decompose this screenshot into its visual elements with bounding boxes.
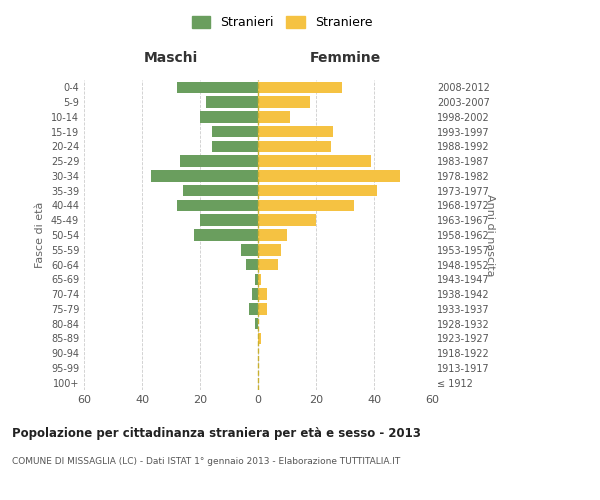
Legend: Stranieri, Straniere: Stranieri, Straniere: [187, 11, 377, 34]
Bar: [258, 229, 287, 241]
Y-axis label: Anni di nascita: Anni di nascita: [485, 194, 495, 276]
Bar: [200, 214, 258, 226]
Bar: [255, 318, 258, 330]
Bar: [252, 288, 258, 300]
Bar: [177, 200, 258, 211]
Bar: [258, 244, 281, 256]
Bar: [258, 332, 261, 344]
Text: Maschi: Maschi: [144, 51, 198, 65]
Bar: [258, 170, 400, 181]
Bar: [247, 259, 258, 270]
Bar: [241, 244, 258, 256]
Bar: [255, 274, 258, 285]
Bar: [258, 82, 342, 93]
Bar: [258, 156, 371, 167]
Bar: [258, 288, 266, 300]
Bar: [206, 96, 258, 108]
Bar: [212, 140, 258, 152]
Bar: [212, 126, 258, 138]
Bar: [258, 214, 316, 226]
Bar: [250, 303, 258, 314]
Bar: [182, 185, 258, 196]
Bar: [200, 111, 258, 122]
Bar: [258, 200, 354, 211]
Bar: [258, 259, 278, 270]
Bar: [258, 96, 310, 108]
Text: COMUNE DI MISSAGLIA (LC) - Dati ISTAT 1° gennaio 2013 - Elaborazione TUTTITALIA.: COMUNE DI MISSAGLIA (LC) - Dati ISTAT 1°…: [12, 458, 400, 466]
Bar: [151, 170, 258, 181]
Bar: [258, 185, 377, 196]
Text: Popolazione per cittadinanza straniera per età e sesso - 2013: Popolazione per cittadinanza straniera p…: [12, 428, 421, 440]
Bar: [258, 126, 334, 138]
Text: Femmine: Femmine: [310, 51, 380, 65]
Y-axis label: Fasce di età: Fasce di età: [35, 202, 45, 268]
Bar: [194, 229, 258, 241]
Bar: [177, 82, 258, 93]
Bar: [258, 303, 266, 314]
Bar: [258, 274, 261, 285]
Bar: [258, 140, 331, 152]
Bar: [180, 156, 258, 167]
Bar: [258, 111, 290, 122]
